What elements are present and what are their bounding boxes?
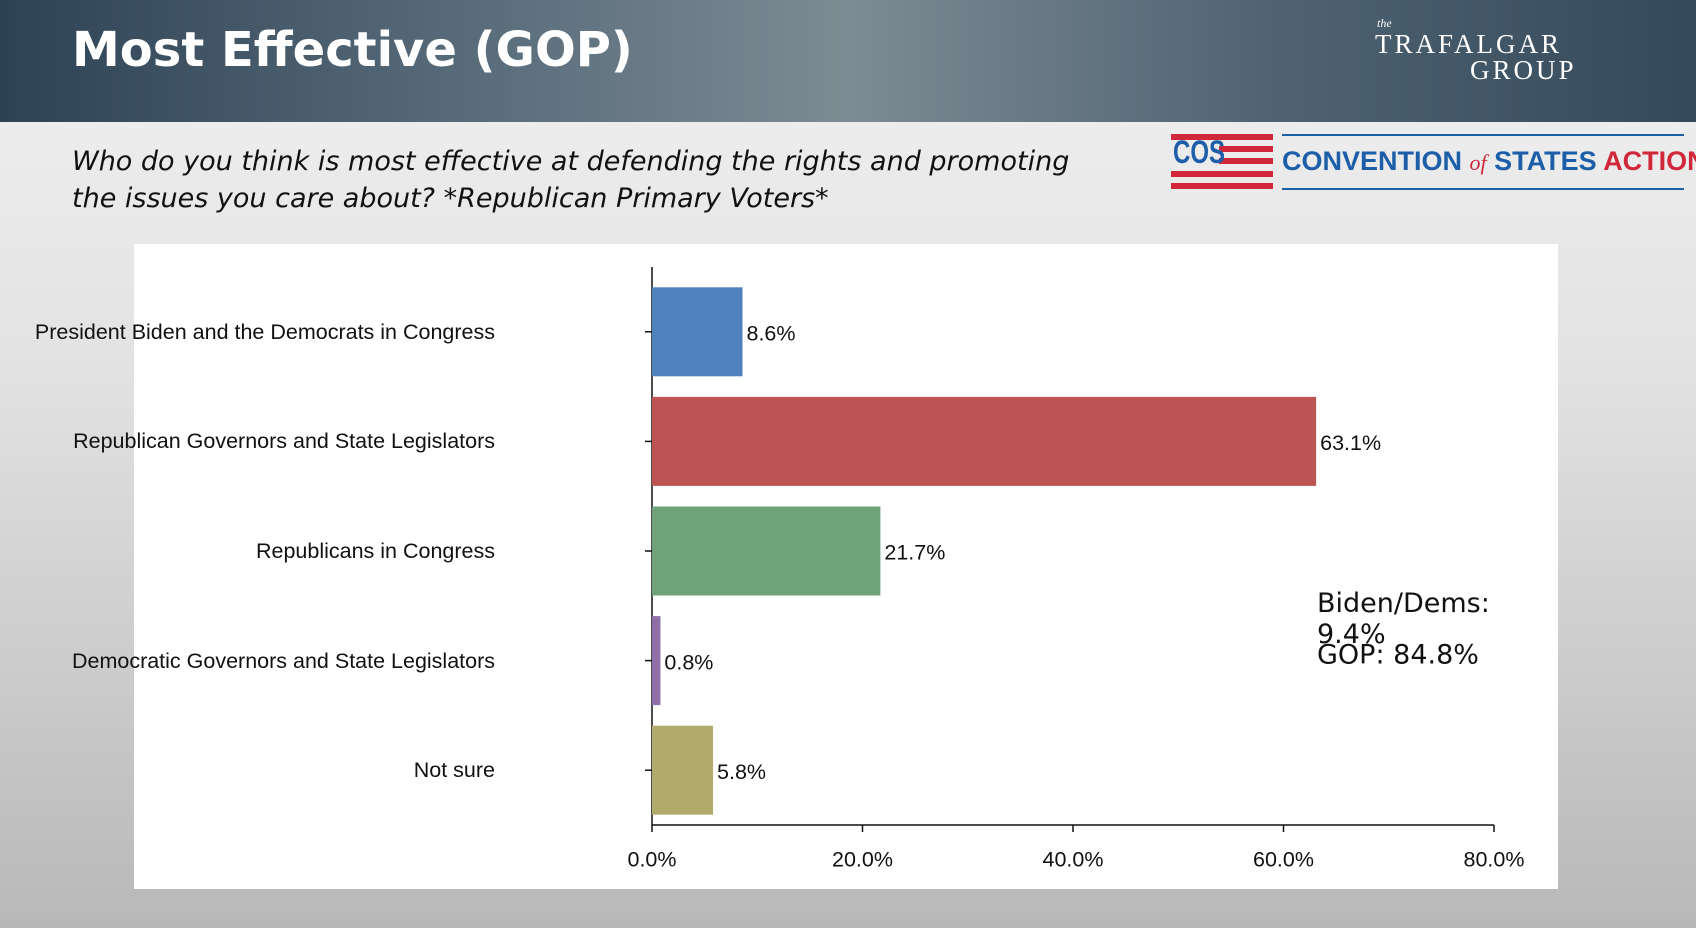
cos-flag (1171, 134, 1273, 189)
logo-text: ACTION (1603, 146, 1696, 176)
bar (652, 725, 714, 815)
stripe (1171, 171, 1273, 177)
y-tick-label: Democratic Governors and State Legislato… (71, 648, 495, 673)
value-label: 8.6% (747, 321, 796, 345)
value-label: 5.8% (717, 760, 766, 784)
chart: 0.0% 20.0% 40.0% 60.0% 80.0% 8.6% 63.1% 21.7% 0.… (627, 267, 1525, 872)
trafalgar-logo: the TRAFALGAR GROUP (1375, 16, 1577, 85)
logo-text: GROUP (1470, 55, 1577, 85)
bar (652, 287, 743, 377)
x-tick-label: 60.0% (1253, 848, 1314, 872)
y-tick-label: Republican Governors and State Legislato… (73, 429, 495, 454)
x-tick-label: 0.0% (627, 848, 676, 872)
cos-rule (1282, 188, 1684, 190)
cos-mark: COS (1173, 134, 1226, 170)
y-tick-label: Not sure (413, 758, 495, 783)
x-tick-label: 20.0% (832, 848, 893, 872)
question: Who do you think is most effective at de… (72, 146, 1070, 214)
logo-text: TRAFALGAR (1375, 29, 1563, 59)
cos-name: CONVENTION of STATES ACTION (1282, 146, 1696, 177)
chart-panel: 0.0% 20.0% 40.0% 60.0% 80.0% 8.6% 63.1% 21.7% 0.… (35, 244, 1558, 889)
logo-text: STATES (1494, 146, 1597, 176)
value-label: 0.8% (664, 650, 713, 674)
cos-rule (1282, 134, 1684, 136)
stripe (1171, 134, 1273, 140)
y-tick-label: President Biden and the Democrats in Con… (34, 319, 495, 344)
stripe (1171, 183, 1273, 189)
value-label: 63.1% (1320, 431, 1381, 455)
annotation: GOP: 84.8% (1317, 639, 1479, 671)
bar (652, 616, 661, 706)
logo-text: the (1377, 16, 1392, 30)
x-tick-label: 40.0% (1043, 848, 1104, 872)
stripe (1219, 146, 1273, 152)
bar (652, 506, 881, 596)
header-band (0, 0, 1696, 122)
bar (652, 396, 1317, 486)
logo-text: CONVENTION (1282, 146, 1463, 176)
stripe (1219, 158, 1273, 164)
y-tick-label: Republicans in Congress (255, 539, 495, 563)
x-tick-label: 80.0% (1464, 848, 1525, 872)
annotation: Biden/Dems: 9.4% (1317, 588, 1490, 650)
value-label: 21.7% (884, 541, 945, 565)
logo-text: of (1469, 150, 1487, 175)
slide-title: Most Effective (GOP) (72, 22, 633, 78)
